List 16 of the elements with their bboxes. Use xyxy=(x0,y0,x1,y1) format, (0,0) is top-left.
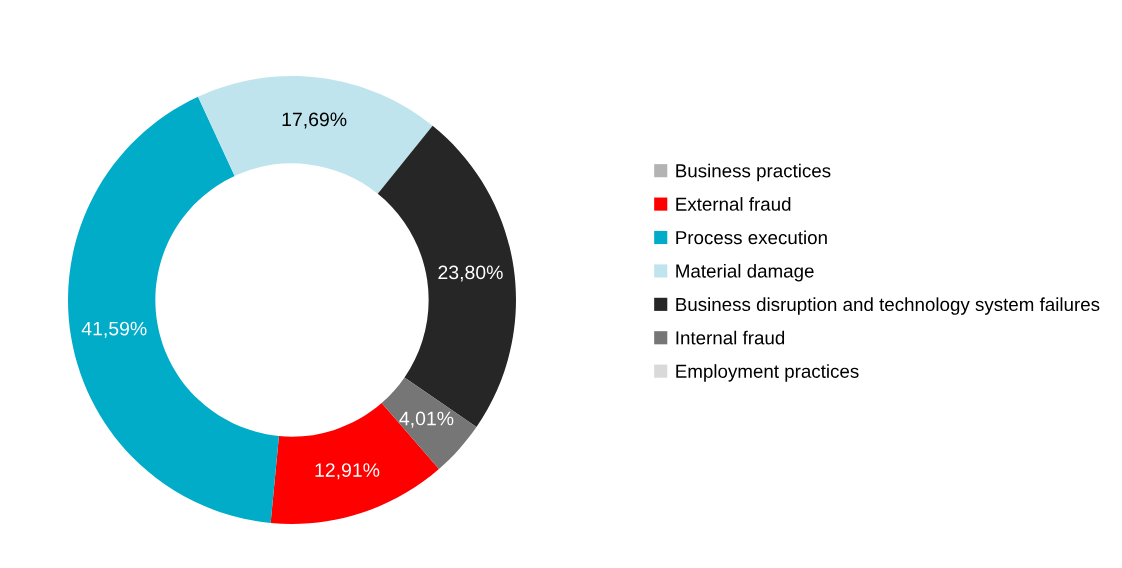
data-label: 17,69% xyxy=(282,112,347,129)
donut-slice xyxy=(198,76,433,194)
legend-label: Internal fraud xyxy=(676,330,785,345)
donut-slice xyxy=(377,125,516,428)
legend-label: Employment practices xyxy=(676,364,859,382)
donut-slice xyxy=(68,96,279,523)
data-label: 41,59% xyxy=(81,321,147,338)
legend-label: Material damage xyxy=(676,263,814,282)
legend-label: Process execution xyxy=(676,230,827,245)
donut-slice xyxy=(381,377,477,470)
data-label: 4,01% xyxy=(399,411,454,428)
data-label: 23,80% xyxy=(438,265,503,282)
legend-label: Business practices xyxy=(676,163,831,182)
legend-label: External fraud xyxy=(676,197,791,211)
data-label: 12,91% xyxy=(315,463,380,480)
legend-label: Business disruption and technology system failures xyxy=(676,297,1100,315)
